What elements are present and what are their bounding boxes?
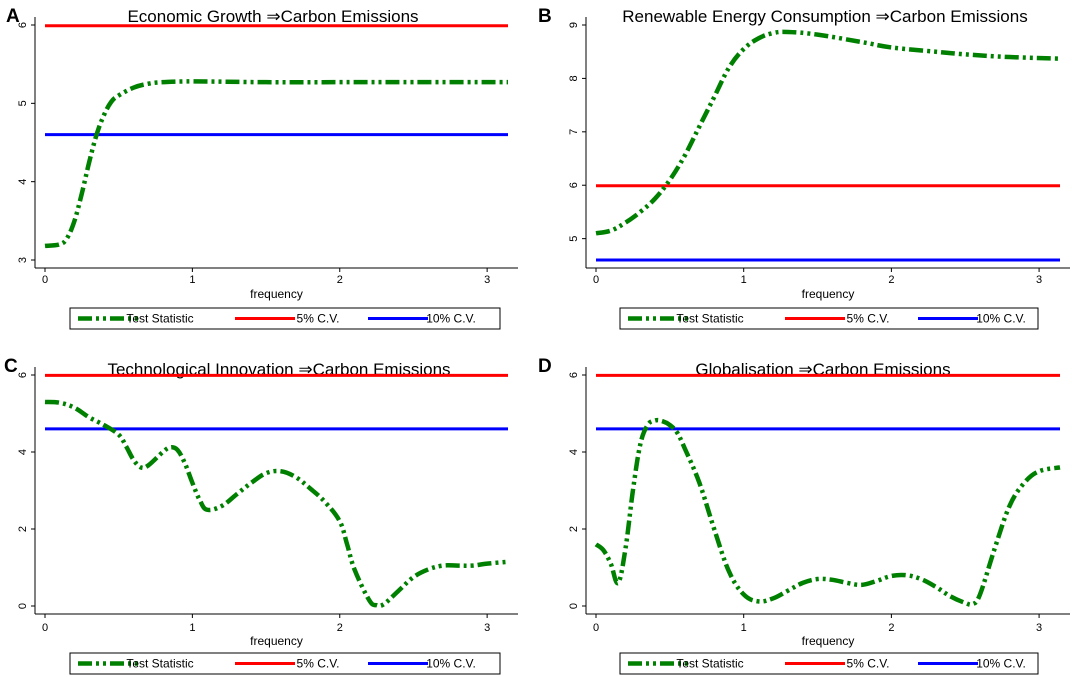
panel-b-ytick-label: 7 (568, 129, 580, 135)
panel-a-ytick-label: 6 (17, 22, 29, 28)
panel-d-ytick-label: 4 (568, 449, 580, 455)
panel-b-xtick-label: 1 (741, 274, 747, 286)
panel-b-legend-label-cv10: 10% C.V. (976, 312, 1026, 326)
panel-c-ytick-label: 2 (17, 526, 29, 532)
panels-group: 3 4 5 6 0 1 2 3 frequency Economic Growth ⇒Carbon… (4, 6, 1070, 675)
panel-d-xtick-label: 1 (741, 622, 747, 634)
panel-c-xtick-label: 2 (337, 622, 343, 634)
panel-d-ytick-label: 0 (568, 603, 580, 609)
panel-b-ytick-label: 5 (568, 236, 580, 242)
panel-c-ytick-label: 4 (17, 449, 29, 455)
panel-c-panel-label: C (4, 356, 18, 377)
panel-a-ytick-label: 5 (17, 100, 29, 106)
panel-b-panel-label: B (538, 6, 552, 27)
panel-a-legend-label-cv10: 10% C.V. (426, 312, 476, 326)
panel-c-legend-label-cv5: 5% C.V. (297, 657, 340, 671)
panel-b-xlabel: frequency (802, 287, 855, 301)
panel-a-xtick-label: 1 (189, 274, 195, 286)
panel-c-xlabel: frequency (250, 634, 303, 648)
panel-c-xtick-label: 0 (42, 622, 48, 634)
panel-d-test-statistic-line (594, 417, 1061, 607)
panel-a-legend-label-cv5: 5% C.V. (297, 312, 340, 326)
panel-b-xtick-label: 0 (593, 274, 599, 286)
panel-c-test-statistic-line (44, 399, 509, 609)
panel-c-xtick-label: 3 (484, 622, 490, 634)
panel-b-ytick-label: 9 (568, 22, 580, 28)
panel-c-ytick-label: 6 (17, 372, 29, 378)
panel-a-ytick-label: 4 (17, 179, 29, 185)
panel-c-ytick-label: 0 (17, 603, 29, 609)
panel-b-legend-label-test-statistic: Test Statistic (676, 312, 743, 326)
panel-b: 5 6 7 8 9 0 1 2 3 frequency Renewable Energy Consu… (538, 6, 1070, 330)
panel-d-ytick-label: 6 (568, 372, 580, 378)
panel-a-ytick-label: 3 (17, 257, 29, 263)
panel-a-legend-label-test-statistic: Test Statistic (126, 312, 193, 326)
panel-a-xtick-label: 0 (42, 274, 48, 286)
panel-b-test-statistic-line (595, 29, 1061, 236)
panel-a-panel-label: A (6, 6, 20, 27)
panel-d-ytick-label: 2 (568, 526, 580, 532)
panel-a-xlabel: frequency (250, 287, 303, 301)
panel-d-xtick-label: 3 (1036, 622, 1042, 634)
panel-b-xtick-label: 2 (888, 274, 894, 286)
panel-d-xlabel: frequency (802, 634, 855, 648)
panel-c-legend-label-test-statistic: Test Statistic (126, 657, 193, 671)
panel-c-legend-label-cv10: 10% C.V. (426, 657, 476, 671)
panel-a: 3 4 5 6 0 1 2 3 frequency Economic Growth ⇒Carbon… (6, 6, 518, 330)
panel-d-xtick-label: 2 (888, 622, 894, 634)
panel-b-ytick-label: 8 (568, 75, 580, 81)
panel-a-xtick-label: 2 (337, 274, 343, 286)
panel-d-legend-label-test-statistic: Test Statistic (676, 657, 743, 671)
panel-b-xtick-label: 3 (1036, 274, 1042, 286)
panel-a-test-statistic-line (44, 79, 508, 249)
panel-c-xtick-label: 1 (189, 622, 195, 634)
panel-d-xtick-label: 0 (593, 622, 599, 634)
panel-b-title: Renewable Energy Consumption ⇒Carbon Emi… (622, 7, 1027, 26)
panel-d-panel-label: D (538, 356, 552, 377)
panel-a-title: Economic Growth ⇒Carbon Emissions (127, 7, 418, 26)
panel-d-legend-label-cv10: 10% C.V. (976, 657, 1026, 671)
panel-b-legend-label-cv5: 5% C.V. (847, 312, 890, 326)
panel-b-ytick-label: 6 (568, 182, 580, 188)
panel-a-xtick-label: 3 (484, 274, 490, 286)
panel-d-legend-label-cv5: 5% C.V. (847, 657, 890, 671)
